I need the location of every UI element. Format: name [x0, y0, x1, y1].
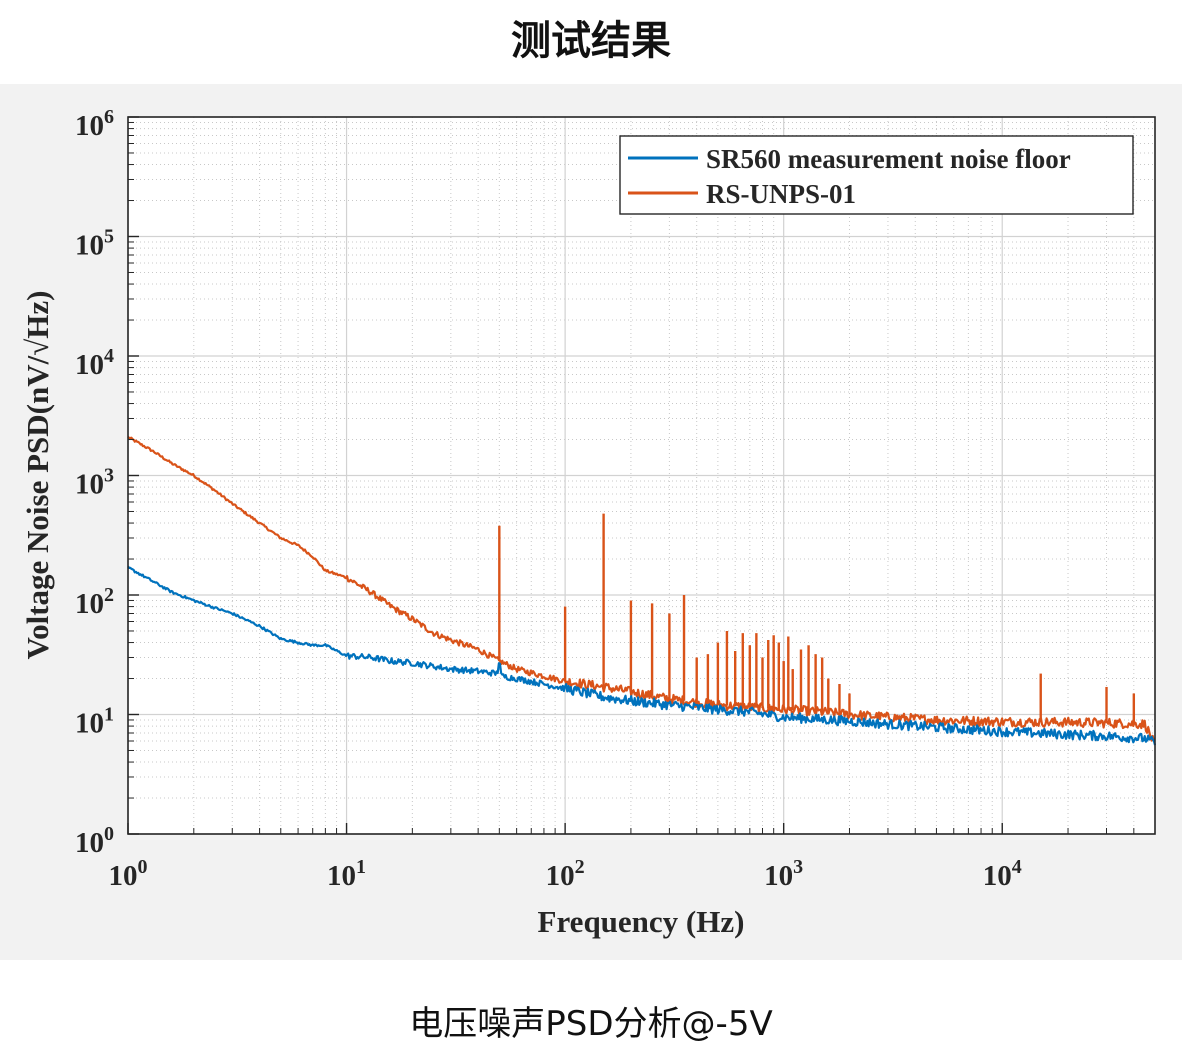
- page-title: 测试结果: [511, 18, 671, 64]
- figure-caption: 电压噪声PSD分析@-5V: [409, 1004, 773, 1044]
- legend-label-sr560: SR560 measurement noise floor: [706, 144, 1071, 174]
- legend-box: [619, 135, 1134, 215]
- y-tick-exponent: 1: [104, 704, 114, 726]
- x-axis-label: Frequency (Hz): [538, 904, 745, 939]
- y-tick-label: 105: [75, 226, 114, 262]
- y-tick-label: 103: [75, 465, 114, 501]
- legend: SR560 measurement noise floor RS-UNPS-01: [619, 135, 1134, 215]
- series-layer: [127, 435, 1157, 746]
- x-tick-label: 102: [546, 856, 585, 892]
- x-tick-exponent: 4: [1012, 856, 1022, 878]
- x-tick-exponent: 1: [356, 856, 366, 878]
- x-tick-exponent: 3: [793, 856, 803, 878]
- y-tick-exponent: 2: [104, 584, 114, 606]
- figure-panel: 100 101 102 103 104 100 101 102 103 104 105 106 Fr…: [0, 84, 1182, 960]
- y-axis-label: Voltage Noise PSD(nV/√Hz): [20, 291, 55, 660]
- y-tick-label: 104: [75, 345, 114, 381]
- series-line-sr560: [127, 565, 1157, 746]
- x-tick-label: 101: [327, 856, 366, 892]
- major-grid: [127, 116, 1155, 835]
- y-tick-exponent: 0: [104, 823, 114, 845]
- x-tick-label: 104: [983, 856, 1022, 892]
- x-tick-labels: 100 101 102 103 104: [109, 856, 1022, 892]
- x-tick-label: 103: [764, 856, 803, 892]
- x-tick-exponent: 2: [575, 856, 585, 878]
- x-tick-label: 100: [109, 856, 148, 892]
- y-tick-exponent: 5: [104, 226, 114, 248]
- series-line-rs-unps: [127, 435, 1156, 742]
- y-tick-exponent: 4: [104, 345, 114, 367]
- y-tick-label: 100: [75, 823, 114, 859]
- legend-label-rs-unps: RS-UNPS-01: [706, 179, 856, 209]
- ticks-layer: [127, 116, 1135, 835]
- y-tick-label: 106: [75, 106, 114, 142]
- y-tick-exponent: 6: [104, 106, 114, 128]
- y-tick-exponent: 3: [104, 465, 114, 487]
- x-tick-exponent: 0: [138, 856, 148, 878]
- y-tick-label: 101: [75, 704, 114, 740]
- y-tick-label: 102: [75, 584, 114, 620]
